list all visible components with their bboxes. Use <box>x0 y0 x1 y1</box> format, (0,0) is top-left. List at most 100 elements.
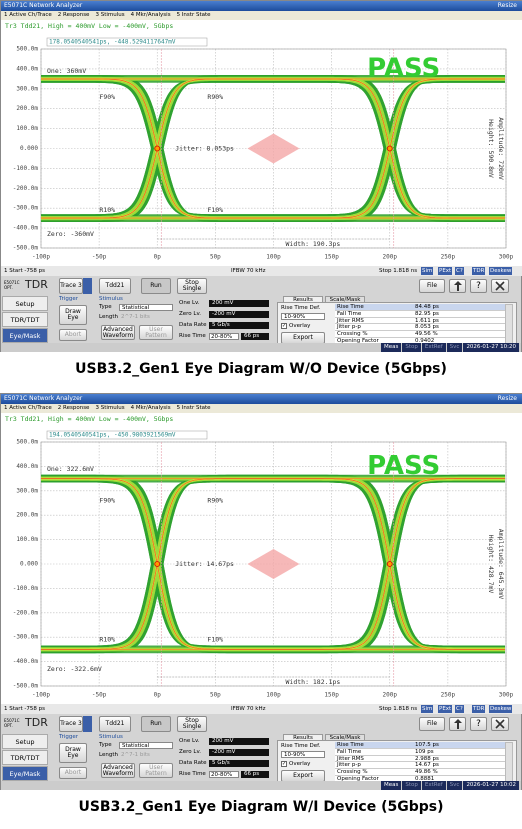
y-axis-label: 200.0m <box>16 105 38 112</box>
run-button[interactable]: Run <box>141 278 171 294</box>
y-axis-label: 200.0m <box>16 512 38 519</box>
field-value[interactable]: -200 mV <box>209 749 269 756</box>
annotation: Zero: -360mV <box>47 230 94 238</box>
x-axis-label: 300p <box>499 254 514 261</box>
results-tab[interactable]: Scale/Mask <box>325 296 365 303</box>
close-cross <box>495 281 505 291</box>
field-label: One Lv. <box>179 738 200 744</box>
user-pattern-button[interactable]: User Pattern <box>139 763 173 778</box>
param-button[interactable]: Tdd21 <box>99 716 131 732</box>
draw-eye-button[interactable]: Draw Eye <box>59 743 87 763</box>
overlay-label: Overlay <box>289 761 311 767</box>
nav-button[interactable]: Eye/Mask <box>2 328 48 343</box>
annotation: F10% <box>207 636 223 644</box>
y-axis-label: 0.000 <box>20 561 38 568</box>
abort-button[interactable]: Abort <box>59 329 87 341</box>
eye-mask <box>247 133 300 164</box>
field-value[interactable]: 66 ps <box>241 333 269 340</box>
field-value[interactable]: 200 mV <box>209 300 269 307</box>
nav-button[interactable]: TDR/TDT <box>2 312 48 327</box>
field-value[interactable]: 200 mV <box>209 738 269 745</box>
nav-button[interactable]: Eye/Mask <box>2 766 48 781</box>
nav-button[interactable]: Setup <box>2 296 48 311</box>
nav-button[interactable]: Setup <box>2 734 48 749</box>
advanced-button[interactable]: Advanced Waveform <box>101 763 135 778</box>
field-value[interactable]: -200 mV <box>209 311 269 318</box>
type-select[interactable]: Statistical <box>119 304 173 311</box>
help-button[interactable]: ? <box>470 279 487 293</box>
close-button[interactable] <box>491 279 509 293</box>
eye-trace <box>41 78 505 219</box>
run-button[interactable]: Run <box>141 716 171 732</box>
menu-item[interactable]: 2 Response <box>57 405 90 411</box>
menu-item[interactable]: 2 Response <box>57 12 90 18</box>
status-item: Stop <box>402 781 421 790</box>
menu-item[interactable]: 3 Stimulus <box>95 12 125 18</box>
overlay-checkbox[interactable]: ✓ <box>281 761 287 767</box>
annotation: Zero: -322.6mV <box>47 665 102 673</box>
status-item: Svc <box>446 781 463 790</box>
results-label: Crossing % <box>337 769 368 776</box>
results-row <box>335 317 505 325</box>
draw-eye-button[interactable]: Draw Eye <box>59 305 87 325</box>
menu-item[interactable]: 4 Mkr/Analysis <box>130 12 171 18</box>
crossing-point <box>154 145 161 152</box>
resize-button[interactable]: Resize <box>497 395 517 402</box>
results-value: 84.48 ps <box>415 304 439 310</box>
trace-button[interactable]: Trace 3 <box>59 716 83 732</box>
param-button[interactable]: Tdd21 <box>99 278 131 294</box>
file-button[interactable]: File <box>419 717 445 731</box>
length-select[interactable]: 2^7-1 bits <box>121 314 150 320</box>
bottom-items: Meas Stop ExtRef Svc 2026-01-27 10:20 <box>380 343 519 352</box>
user-pattern-button[interactable]: User Pattern <box>139 325 173 340</box>
trace-button[interactable]: Trace 3 <box>59 278 83 294</box>
nav-button[interactable]: TDR/TDT <box>2 750 48 765</box>
x-axis-label: 300p <box>499 692 514 699</box>
status-flag: Sim <box>421 267 434 275</box>
pass-label: PASS <box>367 451 440 481</box>
x-axis-label: 200p <box>383 692 398 699</box>
close-button[interactable] <box>491 717 509 731</box>
eye-mask <box>247 549 300 579</box>
stop-single-button[interactable]: Stop Single <box>177 278 207 294</box>
results-label: Jitter RMS <box>337 755 364 762</box>
annotation: Amplitude: 645.3mV <box>497 529 505 600</box>
annotation: R90% <box>207 93 223 101</box>
advanced-button[interactable]: Advanced Waveform <box>101 325 135 340</box>
results-tab[interactable]: Scale/Mask <box>325 734 365 741</box>
bottom-bar: Meas Stop ExtRef Svc 2026-01-27 10:02 <box>1 781 521 790</box>
menu-item[interactable]: 3 Stimulus <box>95 405 125 411</box>
help-button[interactable]: ? <box>470 717 487 731</box>
menu-item[interactable]: 1 Active Ch/Trace <box>4 12 52 18</box>
stop-single-button[interactable]: Stop Single <box>177 716 207 732</box>
up-button[interactable] <box>449 279 466 293</box>
x-axis-label: 50p <box>210 254 221 261</box>
results-tab[interactable]: Results <box>283 296 323 303</box>
field-value[interactable]: 5 Gb/s <box>209 322 269 329</box>
rise-def-select[interactable]: 10-90% <box>281 313 325 320</box>
results-tab[interactable]: Results <box>283 734 323 741</box>
menu-item[interactable]: 5 Instr State <box>176 405 211 411</box>
logo-small: E5071C OPT. <box>4 280 20 290</box>
resize-button[interactable]: Resize <box>497 2 517 9</box>
file-button[interactable]: File <box>419 279 445 293</box>
up-button[interactable] <box>449 717 466 731</box>
rise-def-select[interactable]: 20-80% <box>209 333 239 340</box>
x-axis-label: -100p <box>32 692 50 699</box>
rise-def-select[interactable]: 20-80% <box>209 771 239 778</box>
field-value[interactable]: 66 ps <box>241 771 269 778</box>
type-select[interactable]: Statistical <box>119 742 173 749</box>
status-start: 1 Start -758 ps <box>4 268 46 274</box>
eye-trace <box>41 78 505 219</box>
abort-button[interactable]: Abort <box>59 767 87 779</box>
plot-frame <box>40 48 507 249</box>
y-axis-label: -300.0m <box>13 634 39 641</box>
menu-item[interactable]: 1 Active Ch/Trace <box>4 405 52 411</box>
rise-def-select[interactable]: 10-90% <box>281 751 325 758</box>
length-select[interactable]: 2^7-1 bits <box>121 752 150 758</box>
overlay-checkbox[interactable]: ✓ <box>281 323 287 329</box>
field-value[interactable]: 5 Gb/s <box>209 760 269 767</box>
menu-item[interactable]: 5 Instr State <box>176 12 211 18</box>
menu-item[interactable]: 4 Mkr/Analysis <box>130 405 171 411</box>
status-item: ExtRef <box>421 343 446 352</box>
